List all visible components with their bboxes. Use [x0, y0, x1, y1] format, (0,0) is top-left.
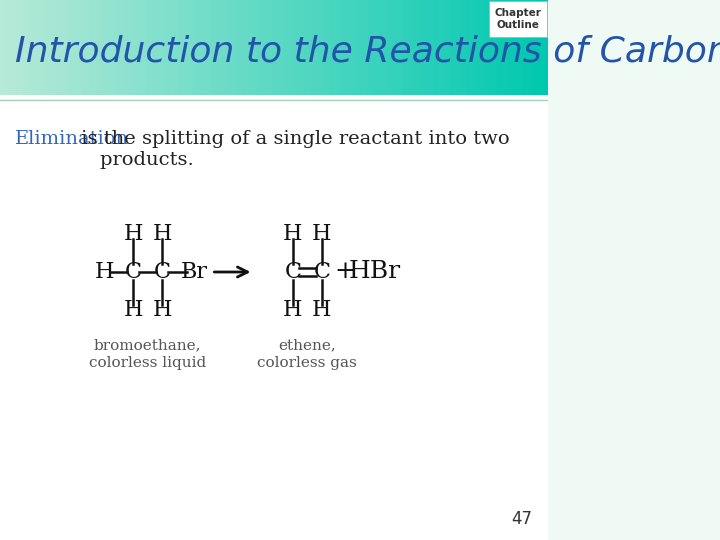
Text: C: C — [284, 261, 302, 283]
Text: 47: 47 — [511, 510, 533, 528]
Text: HBr: HBr — [349, 260, 401, 284]
Text: H: H — [153, 223, 172, 245]
FancyBboxPatch shape — [489, 1, 547, 37]
Text: H: H — [312, 223, 331, 245]
Text: ethene,
colorless gas: ethene, colorless gas — [258, 338, 357, 370]
Text: H: H — [283, 299, 302, 321]
Text: H: H — [283, 223, 302, 245]
Text: C: C — [125, 261, 142, 283]
Text: Introduction to the Reactions of Carbon: Introduction to the Reactions of Carbon — [15, 35, 720, 69]
Text: H: H — [123, 299, 143, 321]
Text: H: H — [123, 223, 143, 245]
Text: C: C — [313, 261, 330, 283]
Text: H: H — [94, 261, 114, 283]
Text: is the splitting of a single reactant into two
    products.: is the splitting of a single reactant in… — [75, 130, 509, 169]
Text: Elimination: Elimination — [15, 130, 130, 148]
Text: H: H — [312, 299, 331, 321]
Text: Chapter
Outline: Chapter Outline — [495, 8, 541, 30]
Text: Br: Br — [181, 261, 208, 283]
Text: H: H — [153, 299, 172, 321]
Text: C: C — [153, 261, 171, 283]
FancyBboxPatch shape — [0, 95, 548, 540]
Text: bromoethane,
colorless liquid: bromoethane, colorless liquid — [89, 338, 206, 370]
Text: +: + — [334, 260, 355, 284]
